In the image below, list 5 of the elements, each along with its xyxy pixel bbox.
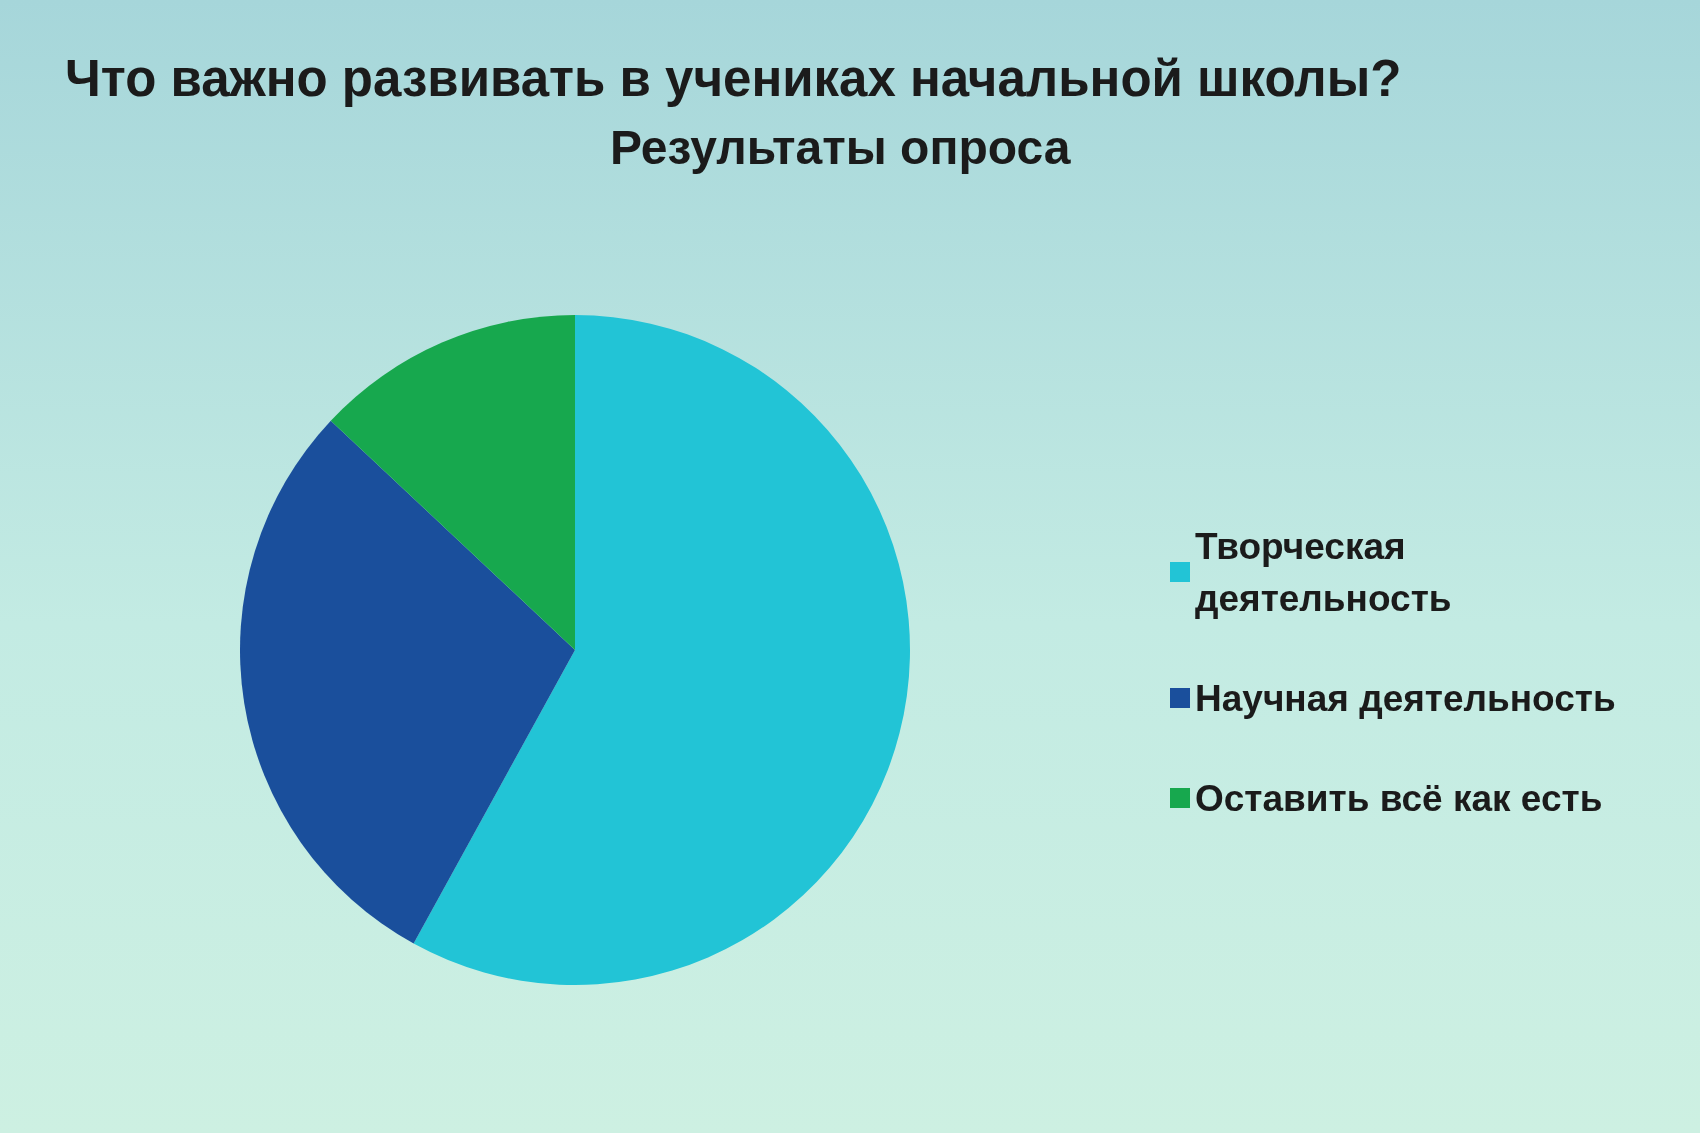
legend-label: Оставить всё как есть: [1195, 777, 1603, 819]
legend-label: Творческая деятельность: [1195, 525, 1452, 619]
chart-title: Что важно развивать в учениках начальной школы?: [65, 50, 1402, 107]
chart-subtitle: Результаты опроса: [610, 120, 1071, 174]
legend-label: Научная деятельность: [1195, 677, 1616, 719]
